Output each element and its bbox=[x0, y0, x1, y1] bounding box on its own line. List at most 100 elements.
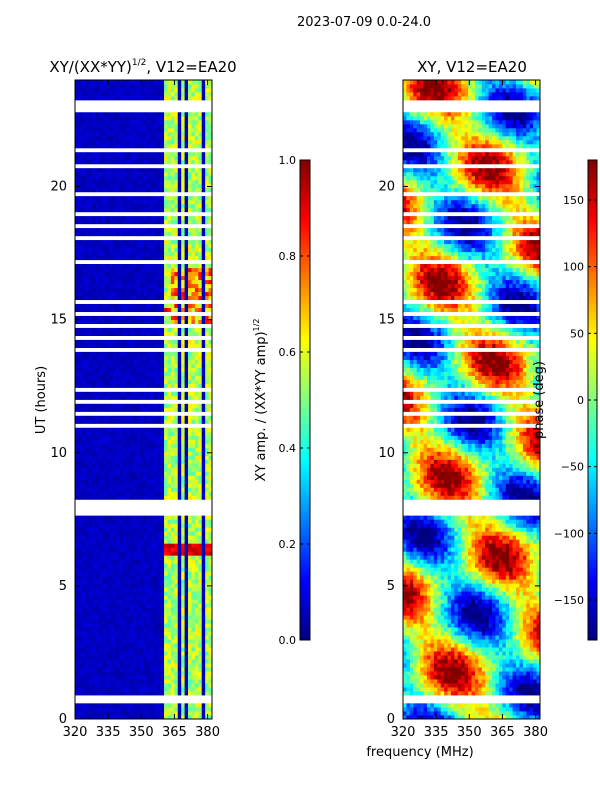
heatmap-cell bbox=[119, 651, 124, 656]
heatmap-cell bbox=[160, 439, 165, 444]
heatmap-cell bbox=[129, 143, 134, 149]
heatmap-cell bbox=[157, 459, 162, 464]
heatmap-cell bbox=[208, 459, 213, 464]
heatmap-cell bbox=[78, 475, 83, 480]
heatmap-cell bbox=[119, 331, 124, 336]
heatmap-cell bbox=[122, 443, 127, 448]
heatmap-cell bbox=[181, 203, 185, 209]
heatmap-cell bbox=[146, 471, 151, 476]
heatmap-cell bbox=[85, 599, 90, 604]
heatmap-cell bbox=[198, 319, 203, 325]
heatmap-cell bbox=[150, 279, 155, 285]
heatmap-cell bbox=[174, 243, 179, 249]
heatmap-cell bbox=[81, 447, 86, 452]
heatmap-cell bbox=[170, 607, 175, 612]
heatmap-cell bbox=[109, 171, 114, 177]
heatmap-cell bbox=[92, 255, 96, 261]
heatmap-cell bbox=[164, 619, 168, 624]
heatmap-cell bbox=[140, 487, 144, 492]
heatmap-cell bbox=[105, 447, 110, 452]
heatmap-cell bbox=[119, 615, 124, 620]
heatmap-cell bbox=[129, 355, 134, 360]
heatmap-cell bbox=[143, 543, 148, 548]
heatmap-cell bbox=[116, 351, 120, 356]
heatmap-cell bbox=[98, 351, 103, 356]
heatmap-cell bbox=[122, 371, 127, 376]
heatmap-cell bbox=[112, 307, 117, 313]
heatmap-cell bbox=[164, 447, 168, 452]
heatmap-cell bbox=[98, 451, 103, 456]
heatmap-cell bbox=[122, 591, 127, 596]
heatmap-cell bbox=[75, 367, 79, 372]
heatmap-cell bbox=[184, 475, 189, 480]
heatmap-cell bbox=[167, 175, 172, 181]
heatmap-cell bbox=[194, 627, 199, 632]
heatmap-cell bbox=[126, 247, 131, 253]
heatmap-cell bbox=[119, 207, 124, 213]
heatmap-cell bbox=[85, 379, 90, 384]
heatmap-cell bbox=[177, 175, 182, 181]
heatmap-cell bbox=[119, 531, 124, 536]
heatmap-cell bbox=[146, 215, 151, 221]
heatmap-cell bbox=[174, 379, 179, 384]
heatmap-cell bbox=[153, 459, 158, 464]
heatmap-cell bbox=[153, 175, 158, 181]
heatmap-cell bbox=[143, 599, 148, 604]
heatmap-cell bbox=[184, 691, 189, 696]
heatmap-cell bbox=[143, 167, 148, 173]
heatmap-cell bbox=[122, 523, 127, 528]
heatmap-cell bbox=[181, 471, 185, 476]
heatmap-cell bbox=[177, 303, 182, 309]
heatmap-cell bbox=[95, 671, 100, 676]
heatmap-cell bbox=[92, 559, 96, 564]
heatmap-cell bbox=[150, 495, 155, 500]
heatmap-cell bbox=[184, 591, 189, 596]
heatmap-cell bbox=[146, 487, 151, 492]
heatmap-cell bbox=[194, 463, 199, 468]
heatmap-cell bbox=[157, 307, 162, 313]
heatmap-cell bbox=[205, 575, 209, 580]
heatmap-cell bbox=[174, 515, 179, 520]
heatmap-cell bbox=[208, 391, 213, 396]
heatmap-cell bbox=[126, 243, 131, 249]
heatmap-cell bbox=[136, 187, 141, 193]
heatmap-cell bbox=[208, 355, 213, 360]
heatmap-cell bbox=[136, 495, 141, 500]
heatmap-cell bbox=[112, 363, 117, 368]
heatmap-cell bbox=[146, 179, 151, 185]
gap-cell bbox=[75, 311, 212, 316]
heatmap-cell bbox=[153, 179, 158, 185]
heatmap-cell bbox=[112, 471, 117, 476]
heatmap-cell bbox=[122, 255, 127, 261]
heatmap-cell bbox=[136, 543, 141, 548]
heatmap-cell bbox=[150, 247, 155, 253]
heatmap-cell bbox=[146, 455, 151, 460]
heatmap-cell bbox=[198, 607, 203, 612]
heatmap-cell bbox=[129, 551, 134, 556]
heatmap-cell bbox=[119, 675, 124, 680]
heatmap-cell bbox=[129, 295, 134, 301]
heatmap-cell bbox=[122, 263, 127, 269]
heatmap-cell bbox=[122, 519, 127, 524]
heatmap-cell bbox=[95, 635, 100, 640]
heatmap-cell bbox=[112, 587, 117, 592]
heatmap-cell bbox=[78, 623, 83, 628]
heatmap-cell bbox=[98, 715, 103, 720]
heatmap-cell bbox=[153, 439, 158, 444]
heatmap-cell bbox=[150, 159, 155, 165]
heatmap-cell bbox=[191, 339, 196, 344]
heatmap-cell bbox=[194, 567, 199, 572]
heatmap-cell bbox=[146, 155, 151, 161]
heatmap-cell bbox=[140, 279, 144, 285]
heatmap-cell bbox=[126, 491, 131, 496]
heatmap-cell bbox=[98, 555, 103, 560]
heatmap-cell bbox=[174, 475, 179, 480]
heatmap-cell bbox=[98, 355, 103, 360]
heatmap-cell bbox=[167, 179, 172, 185]
heatmap-cell bbox=[153, 227, 158, 233]
heatmap-cell bbox=[157, 155, 162, 161]
heatmap-cell bbox=[174, 419, 179, 424]
heatmap-cell bbox=[184, 419, 189, 424]
heatmap-cell bbox=[133, 591, 138, 596]
heatmap-cell bbox=[116, 155, 120, 161]
